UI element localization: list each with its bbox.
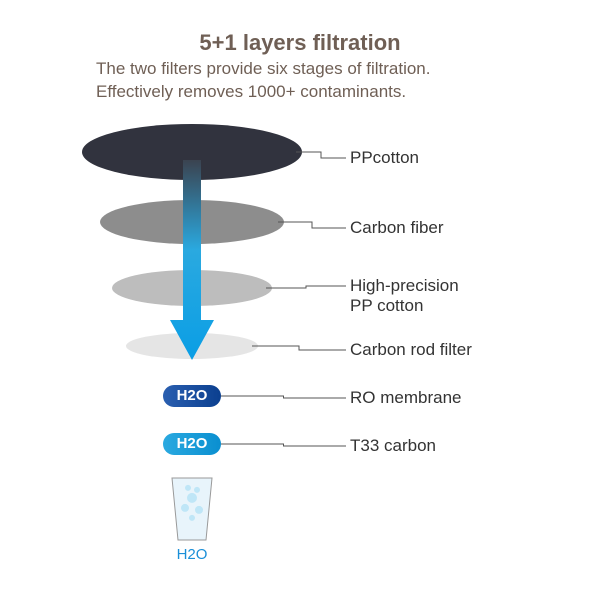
water-glass-icon: [172, 478, 212, 540]
filtration-diagram: [0, 0, 600, 600]
h2o-pills: [163, 385, 221, 455]
layer-label-l3: High-precision PP cotton: [350, 276, 459, 316]
flow-arrow-icon: [170, 160, 214, 360]
layer-label-p1: RO membrane: [350, 388, 461, 408]
layer-label-l2: Carbon fiber: [350, 218, 444, 238]
layer-label-l1: PPcotton: [350, 148, 419, 168]
layer-label-l4: Carbon rod filter: [350, 340, 472, 360]
layer-label-p2: T33 carbon: [350, 436, 436, 456]
h2o-pill-p2: [163, 433, 221, 455]
h2o-pill-p1: [163, 385, 221, 407]
glass-h2o-label: H2O: [162, 546, 222, 563]
